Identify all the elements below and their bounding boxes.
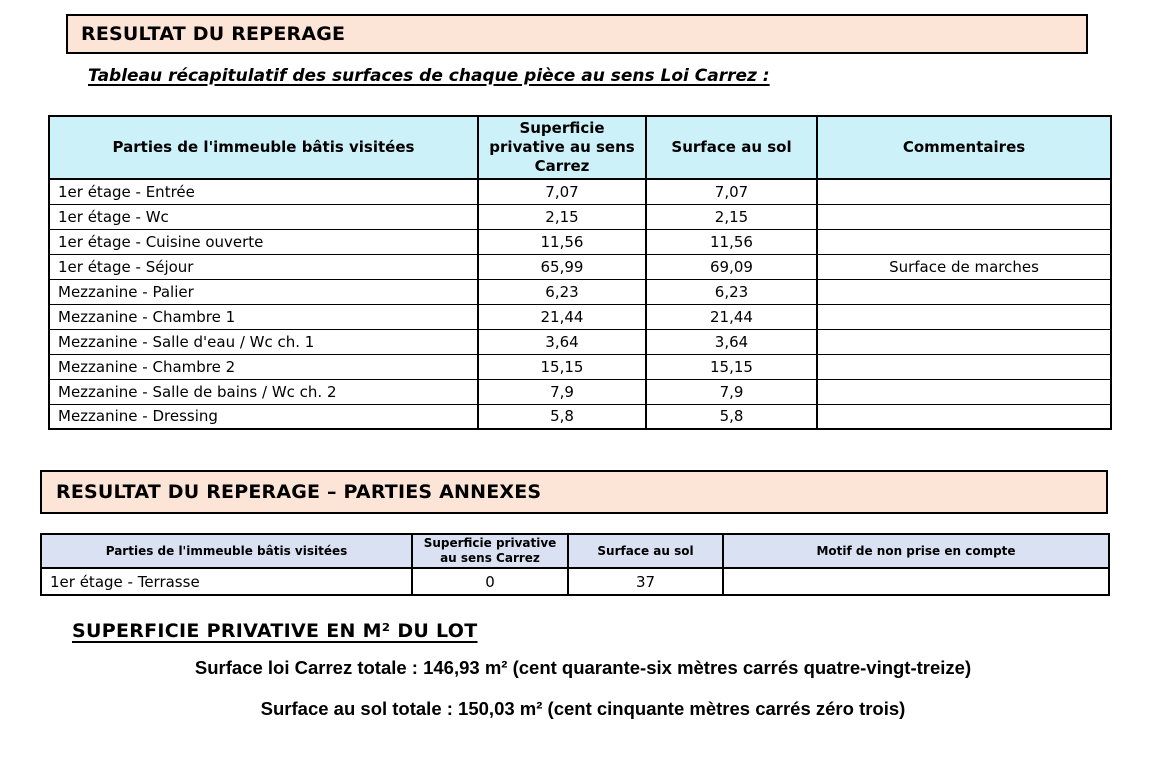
- header-row: Parties de l'immeuble bâtis visitées Sup…: [48, 115, 1112, 180]
- cell-superficie-carrez: 7,07: [477, 178, 647, 205]
- cell-surface-sol: 7,07: [645, 178, 818, 205]
- table-row: 1er étage - Terrasse 0 37: [40, 567, 1110, 596]
- table-row: Mezzanine - Chambre 1 21,44 21,44: [48, 303, 1112, 330]
- cell-piece: Mezzanine - Chambre 2: [48, 353, 479, 380]
- table-row: 1er étage - Séjour 65,99 69,09 Surface d…: [48, 253, 1112, 280]
- cell-superficie-carrez: 65,99: [477, 253, 647, 280]
- section-header-resultat-reperage-label: RESULTAT DU REPERAGE: [81, 23, 346, 45]
- cell-piece: Mezzanine - Salle de bains / Wc ch. 2: [48, 378, 479, 405]
- table-row: 1er étage - Cuisine ouverte 11,56 11,56: [48, 228, 1112, 255]
- cell-surface-sol: 15,15: [645, 353, 818, 380]
- cell-surface-sol: 3,64: [645, 328, 818, 355]
- cell-commentaire: [816, 328, 1112, 355]
- col-header-surface-sol: Surface au sol: [645, 115, 818, 180]
- total-surface-sol: Surface au sol totale : 150,03 m² (cent …: [260, 698, 906, 719]
- section-header-parties-annexes: RESULTAT DU REPERAGE – PARTIES ANNEXES: [40, 470, 1108, 514]
- cell-piece: Mezzanine - Chambre 1: [48, 303, 479, 330]
- surfaces-carrez-table: Parties de l'immeuble bâtis visitées Sup…: [48, 115, 1112, 430]
- cell-surface-sol: 6,23: [645, 278, 818, 305]
- table-row: Mezzanine - Palier 6,23 6,23: [48, 278, 1112, 305]
- col-header-motif: Motif de non prise en compte: [722, 533, 1110, 569]
- cell-commentaire: [816, 353, 1112, 380]
- cell-superficie-carrez: 0: [411, 567, 569, 596]
- cell-surface-sol: 7,9: [645, 378, 818, 405]
- cell-superficie-carrez: 3,64: [477, 328, 647, 355]
- cell-piece: 1er étage - Terrasse: [40, 567, 413, 596]
- cell-superficie-carrez: 6,23: [477, 278, 647, 305]
- table-row: Mezzanine - Salle de bains / Wc ch. 2 7,…: [48, 378, 1112, 405]
- cell-superficie-carrez: 5,8: [477, 403, 647, 430]
- cell-surface-sol: 37: [567, 567, 724, 596]
- total-loi-carrez: Surface loi Carrez totale : 146,93 m² (c…: [194, 657, 972, 678]
- cell-piece: Mezzanine - Palier: [48, 278, 479, 305]
- cell-surface-sol: 2,15: [645, 203, 818, 230]
- cell-superficie-carrez: 21,44: [477, 303, 647, 330]
- cell-commentaire: [816, 178, 1112, 205]
- table-row: Mezzanine - Dressing 5,8 5,8: [48, 403, 1112, 430]
- cell-surface-sol: 5,8: [645, 403, 818, 430]
- parties-annexes-table-header: Parties de l'immeuble bâtis visitées Sup…: [40, 533, 1110, 569]
- col-header-superficie-carrez: Superficie privative au sens Carrez: [477, 115, 647, 180]
- section-header-superficie-privative: SUPERFICIE PRIVATIVE EN M² DU LOT: [72, 620, 478, 642]
- col-header-commentaires: Commentaires: [816, 115, 1112, 180]
- cell-commentaire: Surface de marches: [816, 253, 1112, 280]
- cell-piece: 1er étage - Cuisine ouverte: [48, 228, 479, 255]
- cell-commentaire: [816, 278, 1112, 305]
- cell-piece: 1er étage - Entrée: [48, 178, 479, 205]
- cell-surface-sol: 69,09: [645, 253, 818, 280]
- cell-superficie-carrez: 11,56: [477, 228, 647, 255]
- table-row: 1er étage - Wc 2,15 2,15: [48, 203, 1112, 230]
- table-row: Mezzanine - Chambre 2 15,15 15,15: [48, 353, 1112, 380]
- cell-piece: 1er étage - Séjour: [48, 253, 479, 280]
- cell-piece: 1er étage - Wc: [48, 203, 479, 230]
- cell-superficie-carrez: 15,15: [477, 353, 647, 380]
- col-header-parties: Parties de l'immeuble bâtis visitées: [48, 115, 479, 180]
- cell-piece: Mezzanine - Salle d'eau / Wc ch. 1: [48, 328, 479, 355]
- cell-superficie-carrez: 2,15: [477, 203, 647, 230]
- surfaces-carrez-table-body: 1er étage - Entrée 7,07 7,07 1er étage -…: [48, 178, 1112, 430]
- col-header-superficie-carrez: Superficie privative au sens Carrez: [411, 533, 569, 569]
- table-row: 1er étage - Entrée 7,07 7,07: [48, 178, 1112, 205]
- cell-piece: Mezzanine - Dressing: [48, 403, 479, 430]
- cell-commentaire: [816, 378, 1112, 405]
- section-header-parties-annexes-label: RESULTAT DU REPERAGE – PARTIES ANNEXES: [56, 481, 542, 503]
- surfaces-carrez-table-header: Parties de l'immeuble bâtis visitées Sup…: [48, 115, 1112, 180]
- parties-annexes-table: Parties de l'immeuble bâtis visitées Sup…: [40, 533, 1110, 596]
- table-row: Mezzanine - Salle d'eau / Wc ch. 1 3,64 …: [48, 328, 1112, 355]
- parties-annexes-table-body: 1er étage - Terrasse 0 37: [40, 567, 1110, 596]
- cell-superficie-carrez: 7,9: [477, 378, 647, 405]
- col-header-parties: Parties de l'immeuble bâtis visitées: [40, 533, 413, 569]
- header-row: Parties de l'immeuble bâtis visitées Sup…: [40, 533, 1110, 569]
- cell-commentaire: [816, 228, 1112, 255]
- table-caption-recapitulatif: Tableau récapitulatif des surfaces de ch…: [88, 66, 770, 86]
- section-header-resultat-reperage: RESULTAT DU REPERAGE: [66, 14, 1088, 54]
- cell-surface-sol: 21,44: [645, 303, 818, 330]
- cell-commentaire: [816, 303, 1112, 330]
- col-header-surface-sol: Surface au sol: [567, 533, 724, 569]
- cell-commentaire: [816, 203, 1112, 230]
- cell-surface-sol: 11,56: [645, 228, 818, 255]
- cell-motif: [722, 567, 1110, 596]
- cell-commentaire: [816, 403, 1112, 430]
